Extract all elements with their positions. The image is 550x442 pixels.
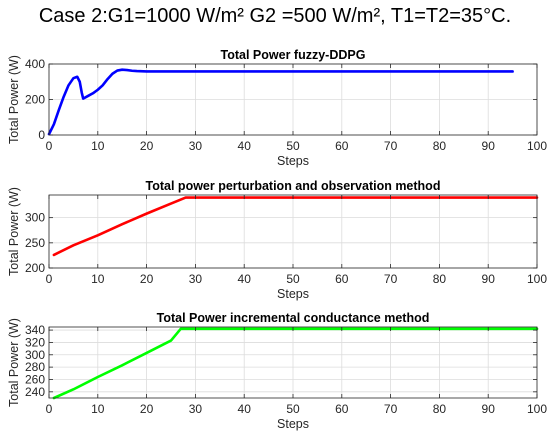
chart-title: Total Power incremental conductance meth… — [157, 311, 430, 325]
x-tick-label: 80 — [433, 139, 447, 153]
x-axis-label: Steps — [277, 287, 309, 301]
x-tick-label: 40 — [238, 139, 252, 153]
x-tick-label: 90 — [482, 272, 496, 286]
x-tick-label: 70 — [384, 139, 398, 153]
y-axis-label: Total Power (W) — [7, 55, 21, 144]
y-tick-label: 0 — [38, 128, 45, 142]
x-tick-label: 50 — [286, 139, 300, 153]
x-tick-label: 100 — [527, 139, 547, 153]
x-tick-label: 100 — [527, 272, 547, 286]
y-tick-label: 320 — [25, 335, 45, 349]
chart-title: Total Power fuzzy-DDPG — [221, 48, 366, 62]
y-tick-label: 260 — [25, 372, 45, 386]
x-tick-label: 70 — [384, 272, 398, 286]
y-axis-label: Total Power (W) — [7, 318, 21, 407]
x-tick-label: 20 — [140, 139, 154, 153]
x-tick-label: 80 — [433, 272, 447, 286]
x-tick-label: 10 — [91, 139, 105, 153]
x-tick-label: 30 — [189, 139, 203, 153]
x-tick-label: 0 — [46, 402, 53, 416]
figure-title: Case 2:G1=1000 W/m² G2 =500 W/m², T1=T2=… — [38, 5, 512, 27]
x-tick-label: 40 — [238, 402, 252, 416]
y-tick-label: 340 — [25, 323, 45, 337]
x-axis-label: Steps — [277, 154, 309, 168]
y-tick-label: 280 — [25, 360, 45, 374]
y-tick-label: 240 — [25, 385, 45, 399]
x-tick-label: 20 — [140, 402, 154, 416]
x-tick-label: 0 — [46, 272, 53, 286]
y-axis-label: Total Power (W) — [7, 187, 21, 276]
y-tick-label: 200 — [25, 261, 45, 275]
x-axis-label: Steps — [277, 417, 309, 431]
chart-panel-3: 0 10 20 30 40 50 60 70 80 90 100 240260280300320340… — [7, 311, 547, 431]
x-tick-label: 10 — [91, 272, 105, 286]
x-tick-label: 70 — [384, 402, 398, 416]
x-tick-label: 0 — [46, 139, 53, 153]
x-tick-label: 40 — [238, 272, 252, 286]
series-line — [47, 68, 514, 136]
x-tick-label: 60 — [335, 402, 349, 416]
x-tick-label: 60 — [335, 272, 349, 286]
x-tick-label: 30 — [189, 272, 203, 286]
x-tick-label: 90 — [482, 139, 496, 153]
x-tick-label: 60 — [335, 139, 349, 153]
x-tick-label: 30 — [189, 402, 203, 416]
chart-panel-1: 0 10 20 30 40 50 60 70 80 90 100 0 200 400 Total Power… — [7, 48, 547, 168]
x-tick-label: 20 — [140, 272, 154, 286]
x-tick-label: 50 — [286, 272, 300, 286]
y-tick-label: 400 — [25, 57, 45, 71]
x-tick-label: 100 — [527, 402, 547, 416]
y-tick-label: 300 — [25, 348, 45, 362]
y-tick-label: 250 — [25, 236, 45, 250]
y-tick-label: 200 — [25, 93, 45, 107]
y-tick-label: 300 — [25, 211, 45, 225]
chart-title: Total power perturbation and observation… — [146, 179, 441, 193]
chart-panel-2: 0 10 20 30 40 50 60 70 80 90 100 200 250 300 Total pow… — [7, 179, 547, 301]
x-tick-label: 90 — [482, 402, 496, 416]
x-tick-label: 10 — [91, 402, 105, 416]
x-tick-label: 80 — [433, 402, 447, 416]
x-tick-label: 50 — [286, 402, 300, 416]
